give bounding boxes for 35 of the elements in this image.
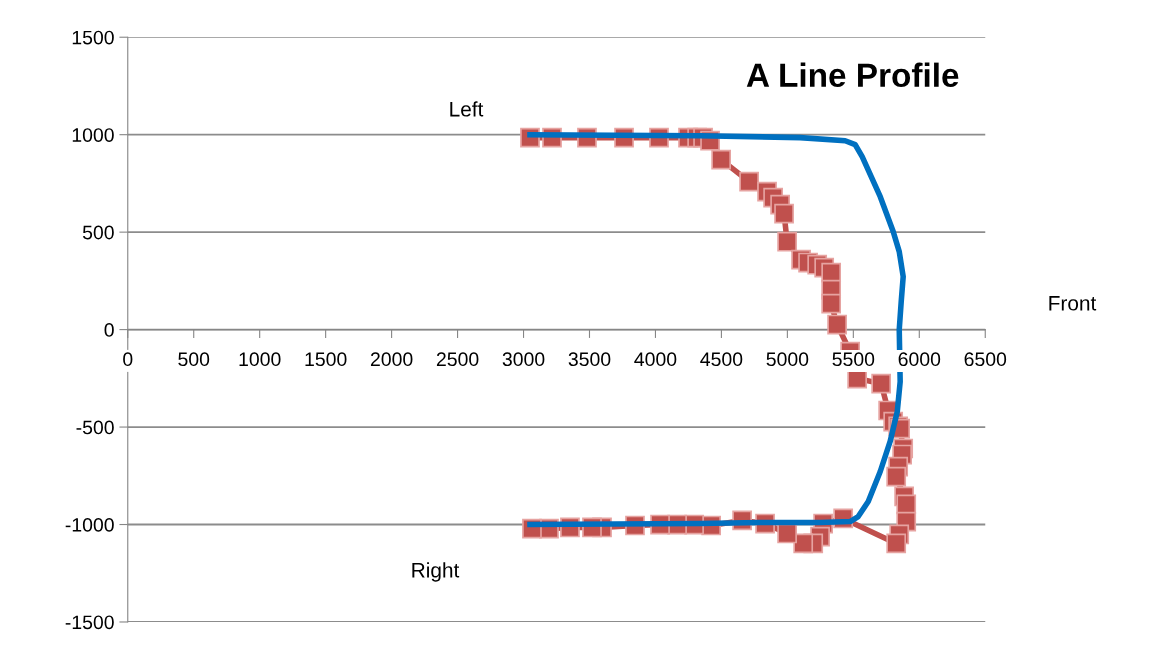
x-tick-label: 6500 [964,352,1007,367]
x-tick-label: 6000 [898,352,941,367]
annotation: Right [412,562,460,582]
x-tick-label: 2500 [436,352,479,367]
point [739,171,759,192]
point [774,203,794,224]
y-tick-label: 1000 [72,128,114,142]
y-tick-label: -500 [76,420,114,435]
x-tick-label: 2000 [370,352,413,367]
y-tick-label: -1000 [65,517,114,532]
y-tick-label: -1500 [65,615,114,630]
annotation: Left [450,101,484,117]
x-tick-label: 0 [123,352,133,367]
point [821,293,842,314]
y-tick-label: 500 [82,225,114,240]
point [711,149,732,170]
text: Front [1049,296,1097,311]
point [777,231,797,252]
x-tick-label: 500 [178,352,210,367]
x-tick-label: 4500 [700,352,743,367]
x-tick-label: 3000 [502,352,545,367]
x-tick-label: 5500 [832,352,875,367]
point [871,373,892,394]
point [886,466,907,487]
x-tick-label: 1000 [239,352,281,367]
x-tick-label: 4000 [634,352,677,367]
y-tick-label: 1500 [72,30,114,45]
x-tick-label: 5000 [766,352,809,367]
x-tick-label: 3500 [568,352,611,367]
point [886,533,907,554]
y-tick-label: 0 [104,323,114,337]
text: A Line Profile [746,62,959,88]
x-tick-label: 1500 [305,352,347,367]
point [777,523,797,544]
point [827,314,847,335]
